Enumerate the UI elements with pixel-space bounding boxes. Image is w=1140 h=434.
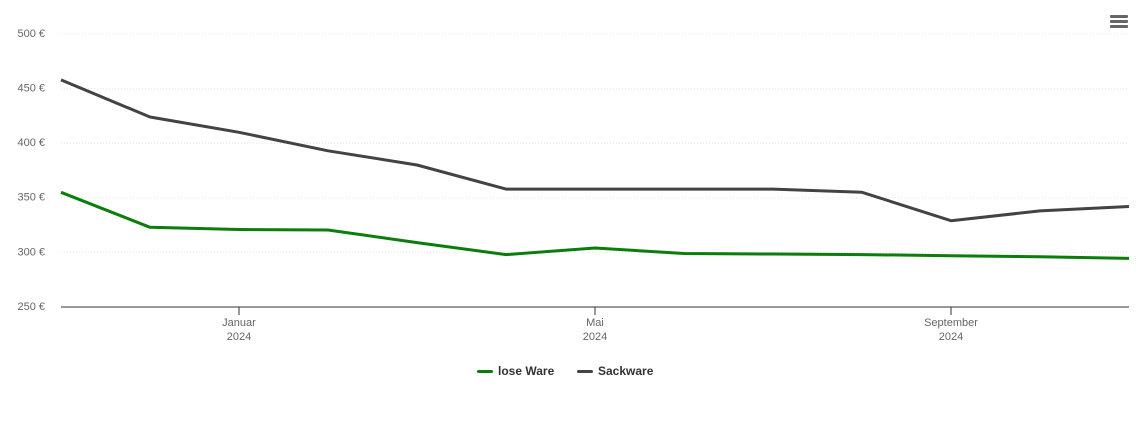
legend-label: lose Ware (498, 364, 555, 378)
menu-icon[interactable] (1110, 15, 1128, 28)
menu-bar (1110, 15, 1128, 18)
y-tick-label: 350 € (17, 192, 45, 204)
legend-item[interactable]: lose Ware (477, 364, 554, 378)
y-tick-label: 400 € (17, 137, 45, 149)
menu-bar (1110, 25, 1128, 28)
y-tick-label: 300 € (17, 246, 45, 258)
y-tick-label: 450 € (17, 83, 45, 95)
x-tick-label: September 2024 (924, 317, 978, 343)
legend-swatch (577, 369, 593, 373)
x-tick-label: Januar 2024 (222, 317, 256, 343)
y-tick-label: 500 € (17, 28, 45, 40)
x-tick-label: Mai 2024 (582, 317, 608, 343)
legend-item[interactable]: Sackware (577, 364, 653, 378)
line-series (60, 78, 1130, 223)
menu-bar (1110, 20, 1128, 23)
line-series (60, 190, 1130, 260)
legend-swatch (477, 369, 493, 373)
y-tick-label: 250 € (17, 301, 45, 313)
legend-label: Sackware (598, 364, 654, 378)
